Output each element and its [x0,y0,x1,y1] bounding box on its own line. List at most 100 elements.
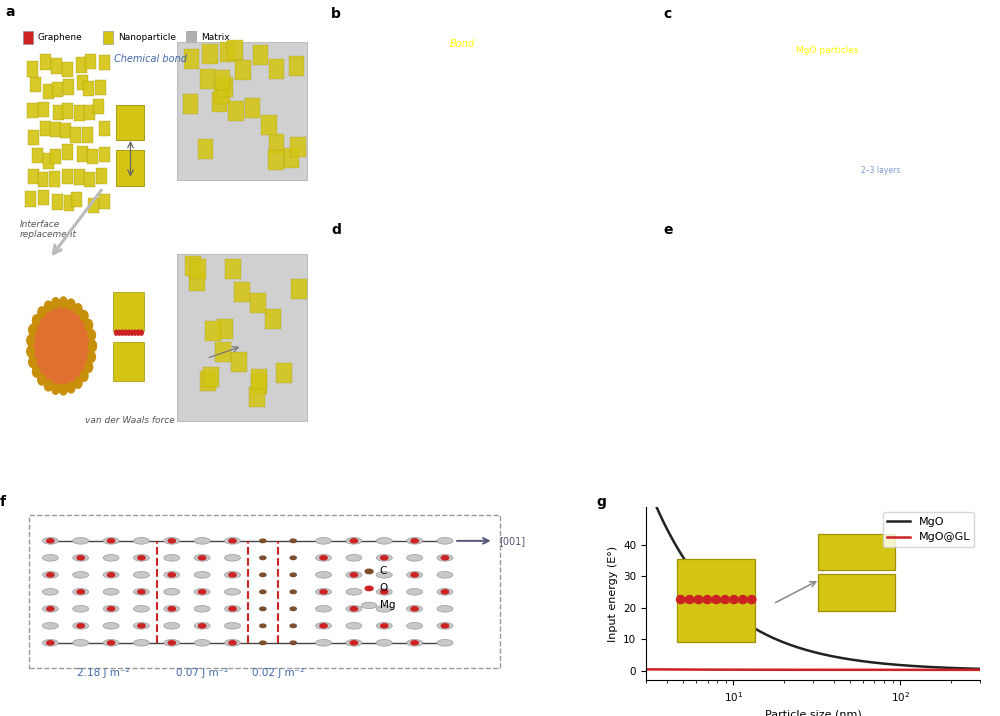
Ellipse shape [164,589,180,595]
Ellipse shape [376,554,392,561]
Text: 200 nm: 200 nm [367,200,401,210]
Circle shape [411,573,418,577]
Ellipse shape [437,589,453,595]
FancyBboxPatch shape [198,139,213,159]
FancyBboxPatch shape [27,62,38,77]
FancyBboxPatch shape [217,77,233,97]
Text: e: e [663,223,672,238]
Text: 20 nm: 20 nm [699,417,727,425]
FancyBboxPatch shape [227,40,243,60]
Ellipse shape [133,538,149,544]
Ellipse shape [133,554,149,561]
Ellipse shape [316,606,332,612]
Text: c: c [663,7,671,21]
Circle shape [138,590,145,594]
Ellipse shape [103,639,119,646]
FancyBboxPatch shape [261,115,277,135]
Circle shape [107,641,115,645]
Circle shape [77,590,84,594]
FancyBboxPatch shape [215,342,231,362]
Ellipse shape [73,606,89,612]
FancyBboxPatch shape [43,84,54,99]
Ellipse shape [316,571,332,578]
Circle shape [32,367,40,377]
Circle shape [77,556,84,560]
Circle shape [350,539,358,543]
Circle shape [89,341,96,352]
FancyBboxPatch shape [99,194,110,209]
Text: b: b [331,7,341,21]
FancyBboxPatch shape [63,79,74,95]
Circle shape [441,556,449,560]
Text: a: a [5,5,15,19]
FancyBboxPatch shape [190,259,206,279]
FancyBboxPatch shape [38,102,49,117]
FancyBboxPatch shape [50,149,61,164]
Circle shape [290,641,296,644]
Circle shape [260,590,266,594]
Circle shape [29,357,36,367]
Ellipse shape [225,606,240,612]
Ellipse shape [407,554,423,561]
Circle shape [85,319,93,330]
Circle shape [52,298,60,309]
Text: d: d [331,223,341,238]
FancyBboxPatch shape [28,169,39,184]
Circle shape [290,590,296,594]
Circle shape [89,341,96,352]
FancyBboxPatch shape [251,374,267,394]
Circle shape [260,641,266,644]
Circle shape [88,352,95,362]
FancyBboxPatch shape [250,294,266,313]
Circle shape [381,590,388,594]
Circle shape [381,556,388,560]
Ellipse shape [103,622,119,629]
Ellipse shape [73,639,89,646]
FancyBboxPatch shape [40,54,51,69]
Ellipse shape [407,538,423,544]
FancyBboxPatch shape [249,387,265,407]
FancyBboxPatch shape [83,81,94,96]
FancyBboxPatch shape [49,171,60,187]
Circle shape [198,556,206,560]
FancyBboxPatch shape [269,134,284,154]
FancyBboxPatch shape [225,259,241,279]
Circle shape [118,330,121,335]
Ellipse shape [225,622,240,629]
Ellipse shape [194,554,210,561]
FancyBboxPatch shape [203,367,219,387]
FancyBboxPatch shape [62,103,73,119]
FancyBboxPatch shape [99,121,110,136]
Ellipse shape [346,606,362,612]
Ellipse shape [164,639,180,646]
Circle shape [27,346,34,357]
Ellipse shape [194,639,210,646]
Ellipse shape [194,538,210,544]
Circle shape [138,556,145,560]
FancyBboxPatch shape [268,150,284,170]
Ellipse shape [73,622,89,629]
Circle shape [365,586,373,591]
Circle shape [67,299,75,310]
FancyBboxPatch shape [200,372,216,392]
FancyBboxPatch shape [43,153,54,169]
Circle shape [260,573,266,576]
FancyBboxPatch shape [276,364,292,383]
FancyBboxPatch shape [76,57,87,72]
Circle shape [229,573,236,577]
FancyBboxPatch shape [265,309,281,329]
Circle shape [47,573,54,577]
FancyBboxPatch shape [215,69,230,90]
X-axis label: Particle size (nm): Particle size (nm) [765,710,861,716]
Ellipse shape [316,554,332,561]
Circle shape [47,539,54,543]
Ellipse shape [225,538,240,544]
FancyBboxPatch shape [50,122,61,137]
Ellipse shape [407,589,423,595]
Circle shape [290,556,296,560]
Ellipse shape [437,538,453,544]
FancyBboxPatch shape [212,92,227,112]
Ellipse shape [376,639,392,646]
Circle shape [52,384,60,395]
Circle shape [140,330,143,335]
